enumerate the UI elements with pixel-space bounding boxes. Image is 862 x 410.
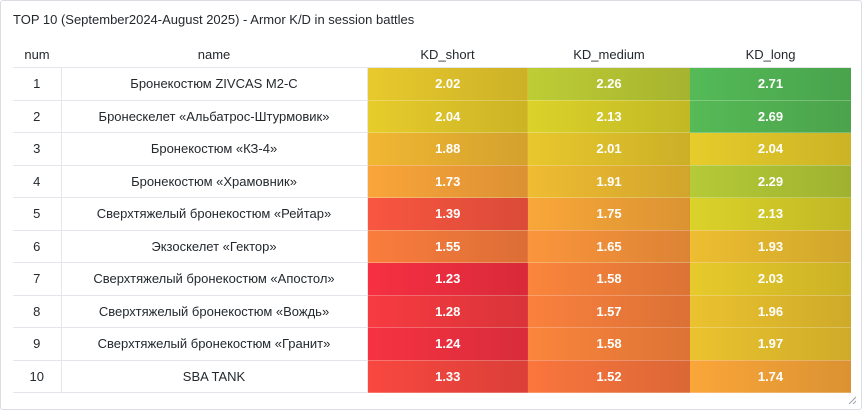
column-header-num[interactable]: num bbox=[13, 42, 61, 68]
num-cell: 10 bbox=[13, 360, 61, 393]
kd-short-cell: 1.55 bbox=[367, 230, 528, 263]
num-cell: 5 bbox=[13, 197, 61, 231]
table-row: 10 SBA TANK 1.33 1.52 1.74 bbox=[13, 360, 851, 393]
num-cell: 4 bbox=[13, 165, 61, 198]
kd-short-cell: 1.24 bbox=[367, 327, 528, 361]
num-cell: 9 bbox=[13, 327, 61, 361]
name-cell: Сверхтяжелый бронекостюм «Рейтар» bbox=[60, 197, 368, 231]
kd-medium-cell: 1.65 bbox=[528, 230, 690, 263]
name-cell: SBA TANK bbox=[60, 360, 368, 393]
kd-medium-cell: 1.75 bbox=[528, 197, 690, 231]
kd-medium-cell: 1.52 bbox=[528, 360, 690, 393]
kd-medium-cell: 1.91 bbox=[528, 165, 690, 198]
kd-medium-cell: 1.57 bbox=[528, 295, 690, 328]
kd-long-cell: 2.71 bbox=[690, 67, 851, 101]
kd-short-cell: 1.23 bbox=[367, 262, 528, 296]
name-cell: Бронекостюм «КЗ-4» bbox=[60, 132, 368, 166]
kd-table: num name KD_short KD_medium KD_long 1 Бро… bbox=[13, 42, 851, 393]
table-row: 7 Сверхтяжелый бронекостюм «Апостол» 1.23 1… bbox=[13, 262, 851, 296]
kd-long-cell: 2.29 bbox=[690, 165, 851, 198]
name-cell: Бронекостюм ZIVCAS M2-C bbox=[60, 67, 368, 101]
num-cell: 2 bbox=[13, 100, 61, 133]
kd-long-cell: 2.69 bbox=[690, 100, 851, 133]
kd-short-cell: 1.28 bbox=[367, 295, 528, 328]
kd-short-cell: 1.88 bbox=[367, 132, 528, 166]
name-cell: Экзоскелет «Гектор» bbox=[60, 230, 368, 263]
table-header-row: num name KD_short KD_medium KD_long bbox=[13, 42, 851, 68]
column-header-name[interactable]: name bbox=[61, 42, 367, 68]
num-cell: 1 bbox=[13, 67, 61, 101]
kd-short-cell: 2.02 bbox=[367, 67, 528, 101]
column-header-kd-short[interactable]: KD_short bbox=[367, 42, 528, 68]
name-cell: Сверхтяжелый бронекостюм «Вождь» bbox=[60, 295, 368, 328]
table-row: 1 Бронекостюм ZIVCAS M2-C 2.02 2.26 2.71 bbox=[13, 67, 851, 101]
table-row: 3 Бронекостюм «КЗ-4» 1.88 2.01 2.04 bbox=[13, 132, 851, 166]
num-cell: 7 bbox=[13, 262, 61, 296]
kd-short-cell: 1.73 bbox=[367, 165, 528, 198]
panel-title: TOP 10 (September2024-August 2025) - Arm… bbox=[13, 12, 415, 27]
kd-long-cell: 1.93 bbox=[690, 230, 851, 263]
table-row: 8 Сверхтяжелый бронекостюм «Вождь» 1.28 1.5… bbox=[13, 295, 851, 328]
num-cell: 6 bbox=[13, 230, 61, 263]
column-header-kd-medium[interactable]: KD_medium bbox=[528, 42, 690, 68]
kd-medium-cell: 1.58 bbox=[528, 327, 690, 361]
kd-long-cell: 2.03 bbox=[690, 262, 851, 296]
kd-long-cell: 1.97 bbox=[690, 327, 851, 361]
kd-short-cell: 1.39 bbox=[367, 197, 528, 231]
table-row: 2 Бронескелет «Альбатрос-Штурмовик» 2.04 2.… bbox=[13, 100, 851, 133]
table-row: 5 Сверхтяжелый бронекостюм «Рейтар» 1.39 1.… bbox=[13, 197, 851, 231]
num-cell: 3 bbox=[13, 132, 61, 166]
name-cell: Сверхтяжелый бронекостюм «Гранит» bbox=[60, 327, 368, 361]
resize-handle-icon[interactable] bbox=[847, 395, 857, 405]
table-row: 4 Бронекостюм «Храмовник» 1.73 1.91 2.29 bbox=[13, 165, 851, 198]
kd-medium-cell: 1.58 bbox=[528, 262, 690, 296]
name-cell: Бронекостюм «Храмовник» bbox=[60, 165, 368, 198]
table-row: 6 Экзоскелет «Гектор» 1.55 1.65 1.93 bbox=[13, 230, 851, 263]
kd-short-cell: 2.04 bbox=[367, 100, 528, 133]
kd-long-cell: 2.04 bbox=[690, 132, 851, 166]
kd-medium-cell: 2.13 bbox=[528, 100, 690, 133]
kd-long-cell: 2.13 bbox=[690, 197, 851, 231]
num-cell: 8 bbox=[13, 295, 61, 328]
kd-medium-cell: 2.01 bbox=[528, 132, 690, 166]
name-cell: Сверхтяжелый бронекостюм «Апостол» bbox=[60, 262, 368, 296]
column-header-kd-long[interactable]: KD_long bbox=[690, 42, 851, 68]
kd-medium-cell: 2.26 bbox=[528, 67, 690, 101]
kd-long-cell: 1.74 bbox=[690, 360, 851, 393]
kd-long-cell: 1.96 bbox=[690, 295, 851, 328]
kd-short-cell: 1.33 bbox=[367, 360, 528, 393]
table-row: 9 Сверхтяжелый бронекостюм «Гранит» 1.24 1.… bbox=[13, 327, 851, 361]
name-cell: Бронескелет «Альбатрос-Штурмовик» bbox=[60, 100, 368, 133]
